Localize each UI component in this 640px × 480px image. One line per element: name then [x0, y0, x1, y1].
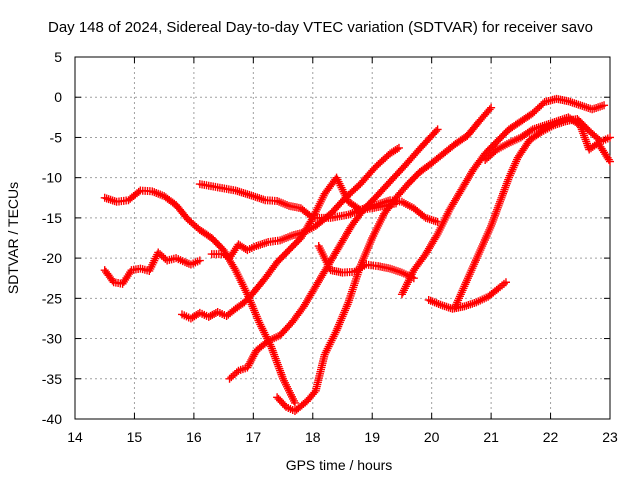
y-tick-label: -15	[42, 210, 62, 226]
y-axis-title: SDTVAR / TECUs	[5, 182, 21, 294]
data-point-marker	[290, 398, 299, 407]
data-point-marker	[604, 155, 613, 164]
y-tick-label: -25	[42, 290, 62, 306]
x-axis-title: GPS time / hours	[286, 457, 393, 473]
x-tick-label: 15	[127, 429, 143, 445]
y-tick-label: -35	[42, 371, 62, 387]
x-tick-label: 21	[483, 429, 499, 445]
data-point-marker	[600, 101, 609, 110]
chart-title: Day 148 of 2024, Sidereal Day-to-day VTE…	[48, 19, 593, 36]
data-point-marker	[501, 278, 510, 287]
x-tick-label: 23	[602, 429, 618, 445]
axis-ticks: 14 15 16 17 18 19 20 21 22 23 5 0 -5 -10 -15 -20 -25 -30 -…	[42, 49, 618, 445]
y-tick-label: 5	[54, 49, 62, 65]
data-point-marker	[487, 103, 496, 112]
series-arc-7	[273, 103, 496, 415]
x-tick-label: 16	[186, 429, 202, 445]
data-point-marker	[432, 127, 441, 136]
plot-frame	[74, 56, 611, 420]
series-arc-6	[225, 125, 442, 383]
x-tick-label: 19	[364, 429, 380, 445]
data-point-marker	[206, 311, 215, 320]
x-tick-label: 17	[246, 429, 262, 445]
y-tick-label: -20	[42, 250, 62, 266]
data-point-marker	[433, 125, 442, 134]
y-tick-label: -10	[42, 170, 62, 186]
y-tick-label: -30	[42, 331, 62, 347]
data-point-marker	[394, 143, 403, 152]
data-point-marker	[485, 105, 494, 114]
x-tick-label: 20	[424, 429, 440, 445]
x-tick-label: 22	[543, 429, 559, 445]
series-arc-8	[314, 242, 418, 283]
data-point-marker	[195, 256, 204, 265]
series-arc-5	[207, 143, 403, 263]
data-point-marker	[606, 157, 614, 166]
data-point-marker	[606, 133, 614, 142]
data-point-marker	[208, 310, 217, 319]
data-point-marker	[232, 368, 241, 377]
x-tick-label: 14	[67, 429, 83, 445]
x-tick-label: 18	[305, 429, 321, 445]
series-arc-12	[481, 113, 614, 166]
data-point-marker	[204, 312, 213, 321]
data-point-marker	[527, 126, 536, 135]
data-point-marker	[134, 187, 143, 196]
data-point-marker	[393, 145, 402, 154]
y-tick-label: 0	[54, 89, 62, 105]
data-series	[100, 94, 614, 415]
series-arc-2	[100, 248, 204, 288]
y-tick-label: -5	[50, 129, 63, 145]
y-tick-label: -40	[42, 411, 62, 427]
series-arc-10	[424, 278, 510, 313]
data-point-marker	[210, 309, 219, 318]
